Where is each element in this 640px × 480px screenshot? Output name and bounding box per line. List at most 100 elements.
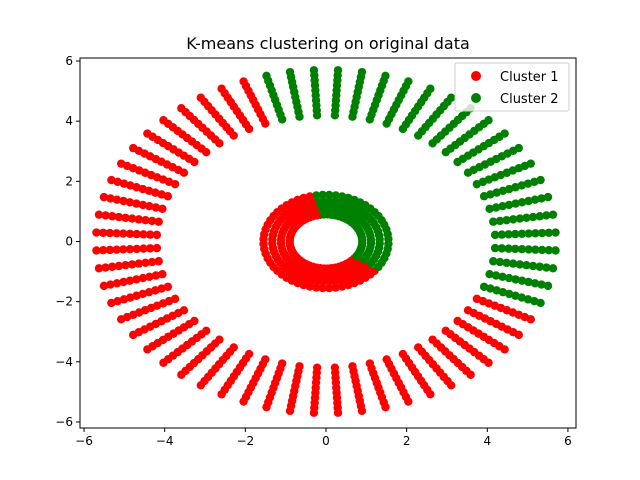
- point-cluster-1: [99, 192, 109, 202]
- point-cluster-1: [152, 243, 162, 253]
- point-cluster-2: [497, 244, 507, 253]
- point-cluster-1: [333, 408, 343, 417]
- point-cluster-2: [489, 217, 498, 226]
- point-cluster-1: [112, 245, 121, 254]
- point-cluster-2: [551, 228, 560, 237]
- point-cluster-1: [158, 270, 167, 279]
- point-cluster-2: [508, 215, 518, 224]
- point-cluster-1: [119, 277, 128, 287]
- point-cluster-1: [466, 370, 475, 379]
- point-cluster-1: [331, 283, 340, 292]
- point-cluster-2: [497, 230, 507, 239]
- x-tick-label: 4: [483, 434, 491, 448]
- point-cluster-2: [508, 259, 518, 268]
- point-cluster-2: [366, 239, 376, 248]
- point-cluster-2: [524, 277, 533, 287]
- point-cluster-2: [504, 273, 514, 283]
- point-cluster-1: [101, 211, 110, 220]
- point-cluster-2: [384, 239, 393, 249]
- point-cluster-2: [515, 214, 525, 223]
- point-cluster-2: [537, 280, 546, 289]
- point-cluster-1: [132, 199, 141, 208]
- y-tick-label: 6: [65, 54, 73, 68]
- point-cluster-2: [514, 143, 523, 153]
- point-cluster-2: [528, 261, 538, 271]
- point-cluster-2: [495, 216, 505, 226]
- point-cluster-1: [446, 381, 456, 390]
- chart-title: K-means clustering on original data: [186, 34, 470, 53]
- point-cluster-1: [145, 272, 154, 281]
- point-cluster-2: [526, 159, 535, 168]
- y-axis: −6 −4 −2 0 2 4 6: [55, 54, 80, 429]
- point-cluster-1: [484, 358, 493, 367]
- point-cluster-1: [147, 216, 157, 226]
- point-cluster-1: [116, 315, 126, 324]
- point-cluster-1: [114, 261, 124, 271]
- point-cluster-2: [491, 271, 501, 280]
- point-cluster-2: [511, 275, 520, 284]
- point-cluster-1: [139, 230, 148, 239]
- point-cluster-1: [101, 263, 110, 272]
- point-cluster-1: [127, 214, 137, 223]
- point-cluster-1: [94, 264, 104, 273]
- point-cluster-2: [544, 228, 554, 237]
- point-cluster-1: [141, 215, 150, 225]
- point-cluster-1: [92, 228, 101, 237]
- point-cluster-2: [498, 272, 507, 281]
- point-cluster-2: [524, 229, 533, 238]
- point-cluster-1: [217, 390, 226, 399]
- point-cluster-2: [504, 230, 513, 239]
- point-cluster-1: [105, 245, 115, 255]
- point-cluster-2: [537, 228, 547, 238]
- point-cluster-1: [125, 276, 135, 285]
- point-cluster-2: [285, 67, 295, 77]
- point-cluster-1: [514, 330, 523, 340]
- point-cluster-1: [94, 210, 104, 219]
- point-cluster-2: [325, 190, 334, 200]
- point-cluster-1: [145, 202, 154, 211]
- point-cluster-2: [504, 244, 513, 253]
- point-cluster-2: [524, 196, 533, 206]
- y-tick-label: −2: [55, 295, 73, 309]
- point-cluster-1: [152, 230, 162, 240]
- point-cluster-2: [489, 257, 498, 266]
- legend: Cluster 1 Cluster 2: [454, 62, 570, 112]
- point-cluster-1: [196, 93, 205, 102]
- legend-marker-cluster-2: [471, 93, 481, 103]
- point-cluster-1: [318, 283, 327, 293]
- point-cluster-1: [217, 84, 226, 93]
- point-cluster-2: [502, 215, 511, 225]
- point-cluster-2: [517, 198, 527, 207]
- legend-marker-cluster-1: [471, 71, 481, 81]
- point-cluster-1: [177, 370, 186, 379]
- point-cluster-1: [106, 194, 115, 203]
- legend-label-cluster-2: Cluster 2: [500, 92, 559, 107]
- point-cluster-2: [530, 195, 540, 204]
- point-cluster-1: [143, 345, 152, 354]
- point-cluster-2: [504, 200, 514, 210]
- point-cluster-2: [502, 258, 511, 268]
- point-cluster-2: [490, 230, 500, 240]
- point-cluster-1: [106, 280, 115, 289]
- point-cluster-2: [515, 260, 525, 269]
- point-cluster-1: [154, 257, 163, 266]
- point-cluster-1: [114, 212, 124, 222]
- point-cluster-1: [112, 279, 122, 288]
- point-cluster-1: [108, 212, 117, 221]
- point-cluster-2: [551, 246, 560, 255]
- x-tick-label: −2: [236, 434, 254, 448]
- point-cluster-1: [119, 229, 128, 238]
- x-axis: −6 −4 −2 0 2 4 6: [75, 428, 572, 448]
- point-cluster-1: [141, 258, 150, 268]
- point-cluster-2: [522, 260, 531, 270]
- point-cluster-2: [531, 245, 540, 254]
- point-cluster-1: [500, 345, 509, 354]
- point-cluster-1: [138, 273, 148, 283]
- point-cluster-2: [543, 192, 553, 202]
- point-cluster-1: [129, 143, 138, 153]
- point-cluster-1: [151, 271, 161, 280]
- point-cluster-1: [526, 315, 535, 324]
- point-cluster-1: [154, 217, 163, 226]
- point-cluster-1: [92, 246, 101, 255]
- point-cluster-2: [548, 210, 558, 219]
